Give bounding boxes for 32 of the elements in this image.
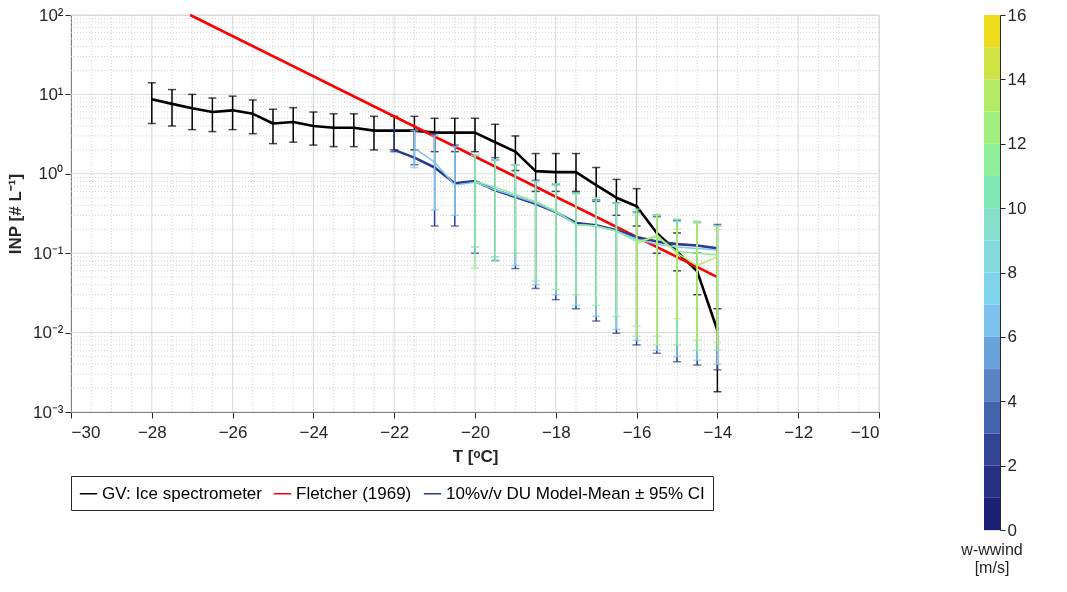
x-axis-title: T [ᵒC] [452,446,499,466]
color-bar-label: 2 [1007,456,1017,476]
x-tick-label: −24 [299,422,329,442]
x-tick-label: −26 [218,422,248,442]
color-bar-title: w-wwind [m/s] [960,541,1023,576]
x-tick-label: −10 [850,422,880,442]
color-bar-label: 14 [1007,69,1027,89]
y-tick-label: 10² [38,5,64,25]
x-tick-label: −18 [541,422,571,442]
x-tick-label: −12 [784,422,814,442]
color-bar-label: 16 [1007,5,1027,25]
y-axis-title: INP [# L⁻¹] [5,173,25,255]
x-tick-label: −20 [461,422,490,442]
legend-label: GV: Ice spectrometer [102,483,263,503]
x-tick-label: −30 [71,422,101,442]
y-tick-label: 10⁻³ [32,402,64,422]
color-bar-label: 10 [1007,198,1027,218]
color-bar-label: 4 [1007,391,1017,411]
legend-label: 10%v/v DU Model-Mean ± 95% CI [446,483,705,503]
legend-label: Fletcher (1969) [296,483,412,503]
y-tick-label: 10¹ [38,84,64,104]
x-tick-label: −28 [137,422,167,442]
x-tick-label: −16 [622,422,652,442]
x-tick-label: −22 [380,422,410,442]
x-tick-label: −14 [703,422,733,442]
y-tick-label: 10⁰ [38,164,64,184]
y-tick-label: 10⁻² [32,323,64,343]
color-bar-label: 6 [1007,327,1017,347]
color-bar-label: 0 [1007,520,1017,540]
y-tick-label: 10⁻¹ [32,243,64,263]
color-bar-label: 12 [1007,134,1027,154]
color-bar-label: 8 [1007,263,1017,282]
